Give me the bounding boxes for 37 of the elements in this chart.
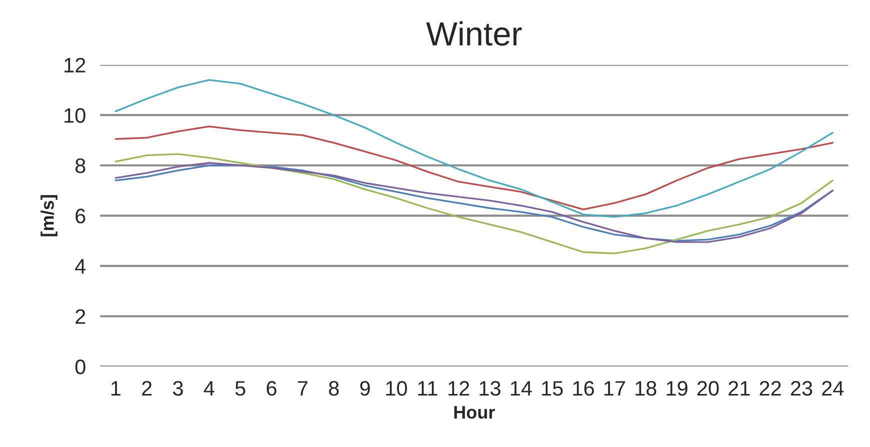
line-series xyxy=(114,126,834,210)
x-tick-label: 19 xyxy=(666,380,688,396)
y-tick-label: 2 xyxy=(76,309,86,324)
x-tick-label: 23 xyxy=(790,380,812,396)
y-axis-title: [m/s] xyxy=(40,195,58,236)
x-tick-label: 2 xyxy=(142,380,152,396)
x-tick-label: 5 xyxy=(235,381,246,396)
x-tick-label: 6 xyxy=(266,380,276,396)
x-tick-label: 18 xyxy=(636,380,656,396)
x-tick-label: 14 xyxy=(510,381,532,396)
x-tick-label: 13 xyxy=(480,380,500,396)
x-tick-label: 16 xyxy=(573,380,594,396)
x-tick-label: 7 xyxy=(298,381,308,396)
x-tick-label: 24 xyxy=(822,380,844,396)
x-tick-label: 20 xyxy=(697,380,719,396)
x-axis-title: Hour xyxy=(454,406,495,419)
x-tick-label: 9 xyxy=(360,380,370,396)
x-tick-label: 11 xyxy=(418,381,438,396)
x-tick-label: 22 xyxy=(760,380,781,396)
x-tick-label: 21 xyxy=(728,380,750,396)
chart-title: Winter xyxy=(426,21,522,46)
x-tick-label: 4 xyxy=(204,381,214,396)
x-tick-label: 10 xyxy=(386,380,407,396)
x-tick-label: 8 xyxy=(328,380,339,396)
y-tick-label: 6 xyxy=(76,208,86,224)
x-tick-label: 17 xyxy=(604,381,625,396)
line-series xyxy=(114,79,834,218)
line-series xyxy=(114,153,834,254)
y-tick-label: 10 xyxy=(64,108,86,123)
x-tick-label: 15 xyxy=(542,381,563,396)
y-tick-label: 8 xyxy=(75,158,86,174)
x-tick-label: 3 xyxy=(172,380,183,396)
y-tick-label: 12 xyxy=(64,58,86,72)
y-tick-label: 0 xyxy=(75,360,86,374)
x-tick-label: 1 xyxy=(111,381,120,396)
x-tick-label: 12 xyxy=(448,380,470,396)
y-tick-label: 4 xyxy=(75,259,86,274)
